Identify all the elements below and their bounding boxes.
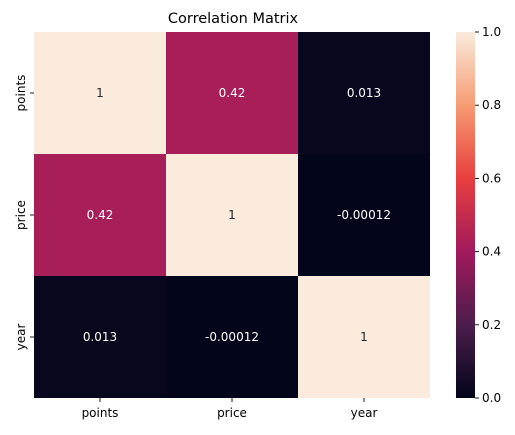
y-axis: points price year [14,75,34,351]
y-tick-label: price [14,200,28,230]
heatmap-cell-year-price [166,276,298,398]
x-axis: points price year [82,398,378,420]
colorbar-tick-label: 0.8 [482,98,501,112]
heatmap-cell-price-year [298,154,430,276]
heatmap-cell-points-price [166,32,298,154]
colorbar-tick-label: 0.0 [482,391,501,405]
cell-annotation: -0.00012 [205,330,259,344]
colorbar-tick-label: 0.4 [482,245,501,259]
y-tick-label: points [14,75,28,112]
heatmap-cell-year-year [298,276,430,398]
colorbar-tick-label: 1.0 [482,25,501,39]
cell-annotation: -0.00012 [337,208,391,222]
heatmap-cell-price-points [34,154,166,276]
colorbar-tick-label: 0.6 [482,171,501,185]
cell-annotation: 0.42 [219,86,246,100]
heatmap-cell-year-points [34,276,166,398]
heatmap-cell-points-points [34,32,166,154]
cell-annotation: 1 [96,86,104,100]
x-tick-label: year [351,406,378,420]
colorbar-gradient [456,32,475,398]
colorbar: 0.0 0.2 0.4 0.6 0.8 1.0 [456,25,501,405]
heatmap-cell-price-price [166,154,298,276]
chart-title: Correlation Matrix [168,11,299,27]
heatmap-cell-points-year [298,32,430,154]
x-tick-label: price [217,406,247,420]
cell-annotation: 0.42 [87,208,114,222]
heatmap-cells: 1 0.42 0.013 0.42 1 -0.00012 0.013 -0.00012 1 [34,32,430,398]
y-tick-label: year [14,324,28,351]
x-tick-label: points [82,406,119,420]
cell-annotation: 1 [228,208,236,222]
cell-annotation: 0.013 [83,330,117,344]
cell-annotation: 0.013 [347,86,381,100]
colorbar-tick-label: 0.2 [482,318,501,332]
cell-annotation: 1 [360,330,368,344]
